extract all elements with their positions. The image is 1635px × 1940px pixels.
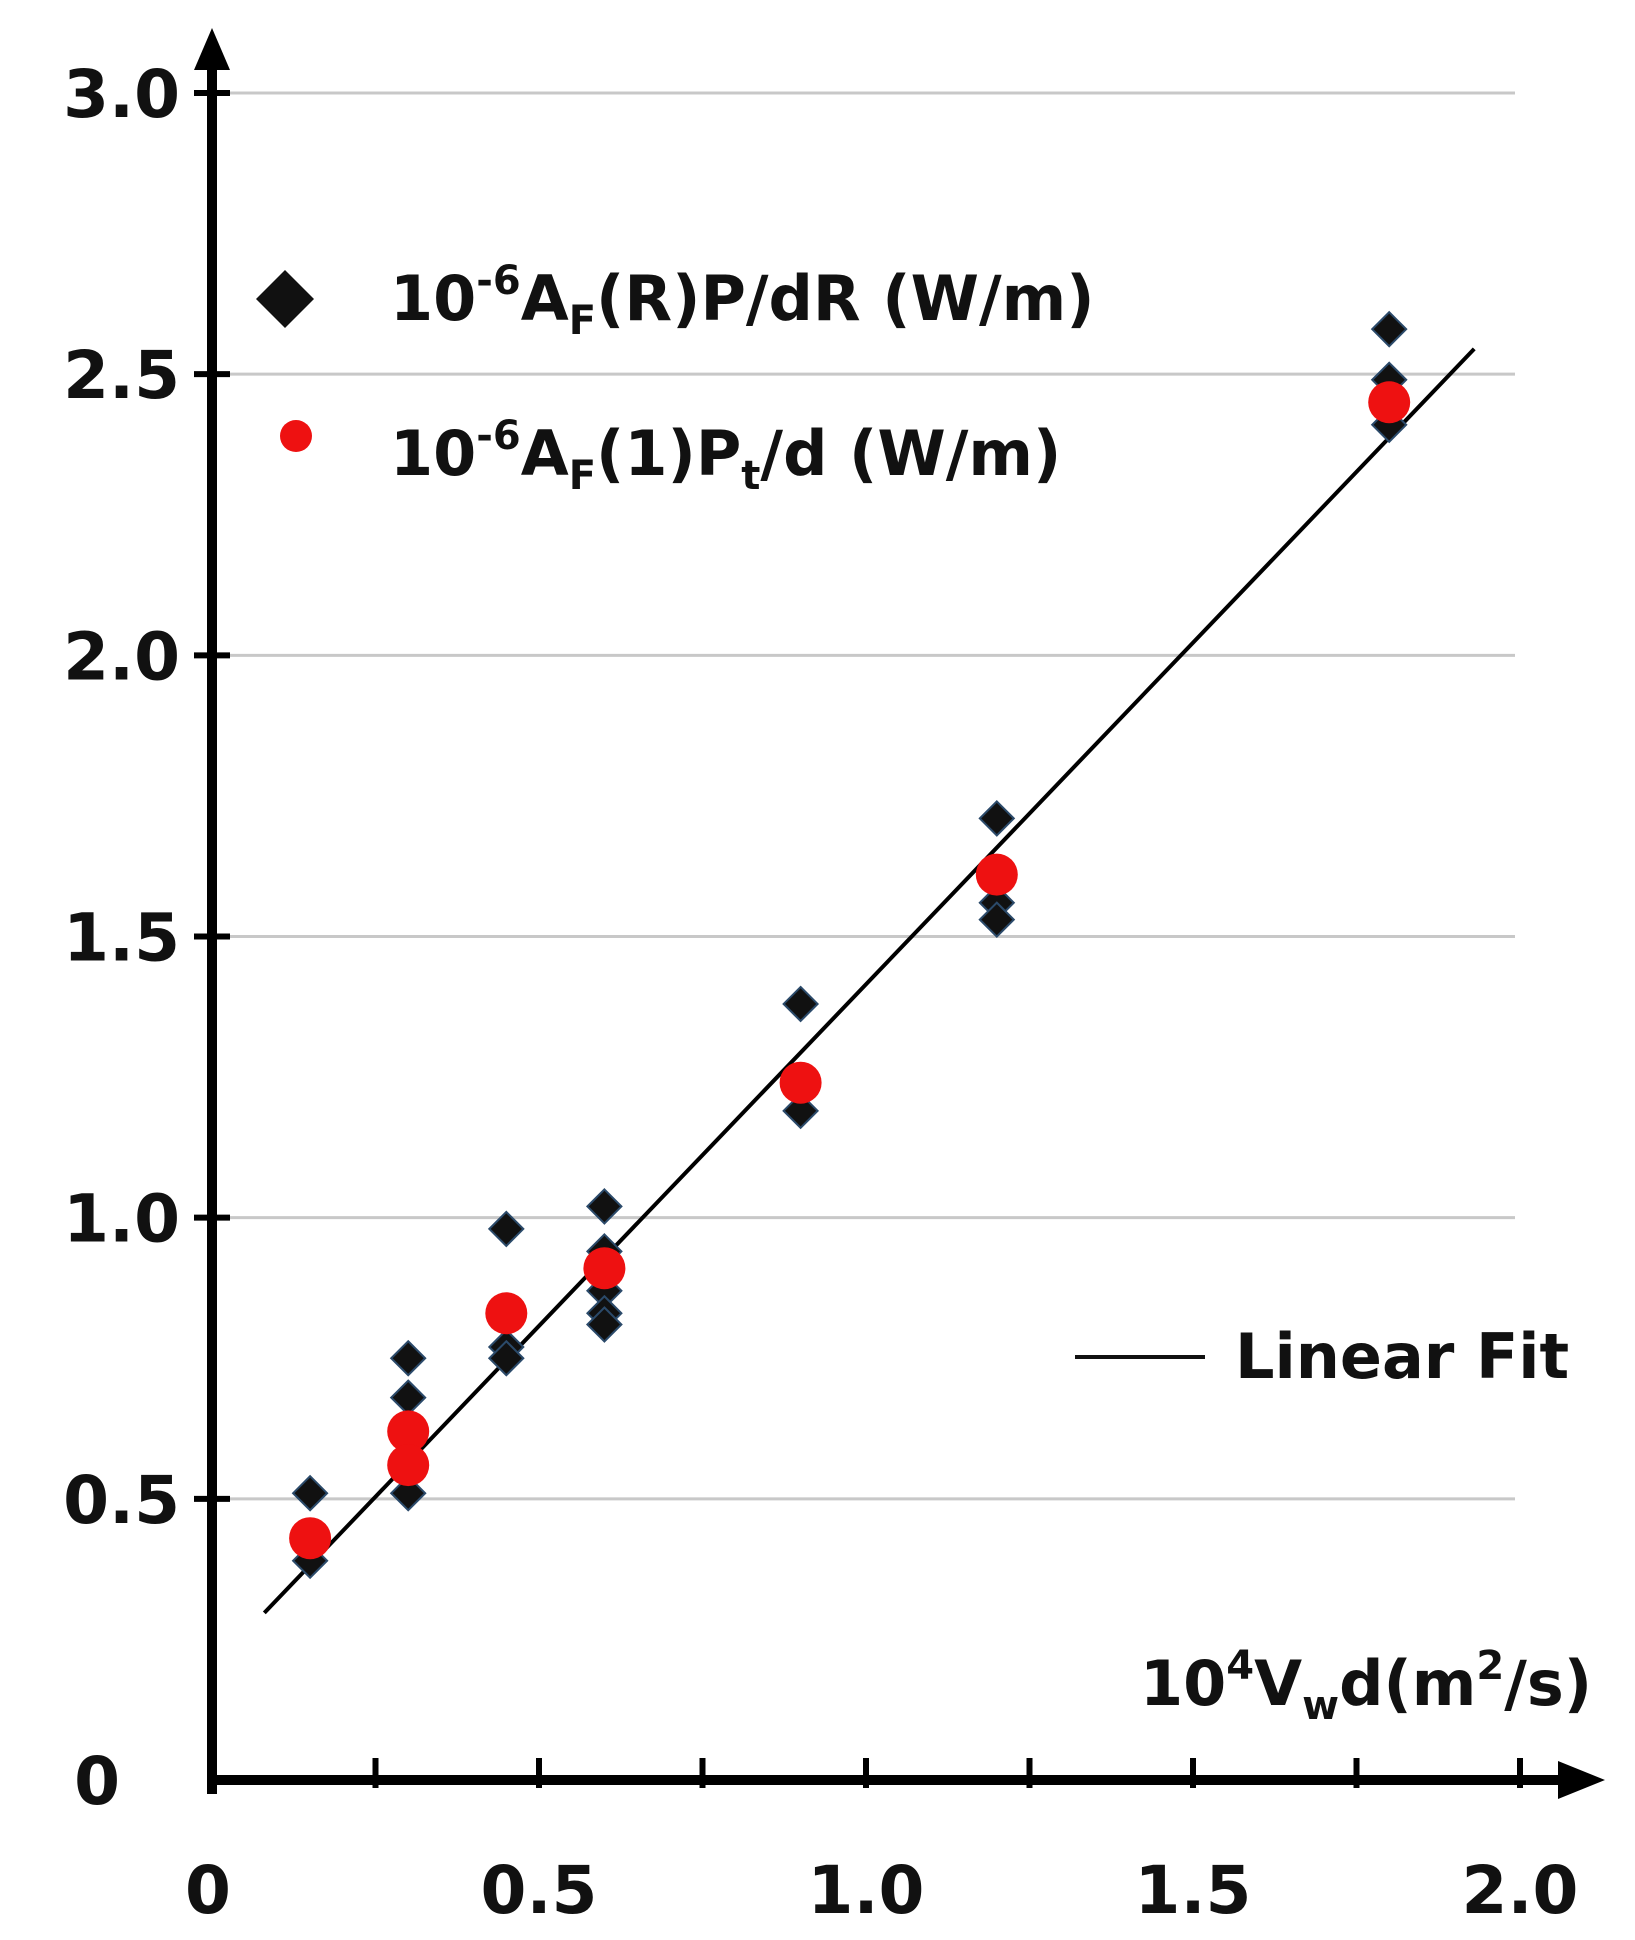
y-axis-arrow <box>194 28 230 70</box>
legend-label-1: 10-6AF(R)P/dR (W/m) <box>390 258 1095 344</box>
circle-point-1 <box>387 1410 430 1453</box>
y-tick-label-4: 2.0 <box>63 618 180 695</box>
circle-point-6 <box>975 853 1018 896</box>
y-tick-label-1: 0.5 <box>63 1462 180 1539</box>
circle-point-5 <box>779 1061 822 1104</box>
diamond-point-0 <box>291 1474 329 1512</box>
gridlines <box>230 91 1515 1501</box>
x-tick-label-4: 2.0 <box>1462 1852 1579 1929</box>
x-axis-arrow <box>1558 1761 1605 1799</box>
legend-diamond-marker <box>256 270 314 328</box>
y-tick-label-3: 1.5 <box>63 900 180 977</box>
linear-fit <box>262 347 1476 1615</box>
diamond-point-2 <box>389 1339 427 1377</box>
x-axis-label: 104Vwd(m2/s) <box>1140 1643 1592 1729</box>
legend-circle-marker <box>280 420 312 452</box>
diamond-point-17 <box>978 799 1016 837</box>
y-tick-label-6: 3.0 <box>63 56 180 133</box>
circle-point-2 <box>387 1444 430 1487</box>
series-circle-points <box>289 381 1411 1560</box>
x-tick-label-1: 0.5 <box>481 1852 598 1929</box>
diamond-point-10 <box>585 1188 623 1225</box>
y-tick-label-0: 0 <box>74 1743 120 1820</box>
diamond-point-7 <box>487 1210 525 1248</box>
legend: 10-6AF(R)P/dR (W/m) 10-6AF(1)Pt/d (W/m) … <box>256 258 1569 1393</box>
y-tick-label-5: 2.5 <box>63 337 180 414</box>
fit-line <box>262 347 1476 1615</box>
x-tick-label-0: 0 <box>185 1852 231 1929</box>
y-ticks: 0 0.5 1.0 1.5 2.0 2.5 3.0 <box>63 56 230 1820</box>
diamond-point-14 <box>585 1306 623 1343</box>
series-diamond-points <box>291 310 1408 1580</box>
x-tick-label-3: 1.5 <box>1135 1852 1252 1929</box>
legend-label-2: 10-6AF(1)Pt/d (W/m) <box>390 413 1061 499</box>
diamond-point-16 <box>782 1092 820 1130</box>
circle-point-3 <box>485 1292 528 1335</box>
legend-fit-label: Linear Fit <box>1235 1320 1569 1393</box>
circle-point-7 <box>1368 381 1411 424</box>
diamond-point-19 <box>978 901 1016 939</box>
x-tick-label-2: 1.0 <box>808 1852 925 1929</box>
diamond-point-15 <box>782 985 820 1023</box>
diamond-point-9 <box>487 1339 525 1377</box>
circle-point-0 <box>289 1517 332 1560</box>
diamond-point-20 <box>1370 310 1408 348</box>
diamond-point-6 <box>389 1474 427 1512</box>
y-tick-label-2: 1.0 <box>63 1181 180 1258</box>
circle-point-4 <box>583 1247 626 1290</box>
axes <box>194 28 1605 1799</box>
diamond-point-3 <box>389 1379 427 1417</box>
x-ticks: 0 0.5 1.0 1.5 2.0 <box>185 1758 1578 1929</box>
